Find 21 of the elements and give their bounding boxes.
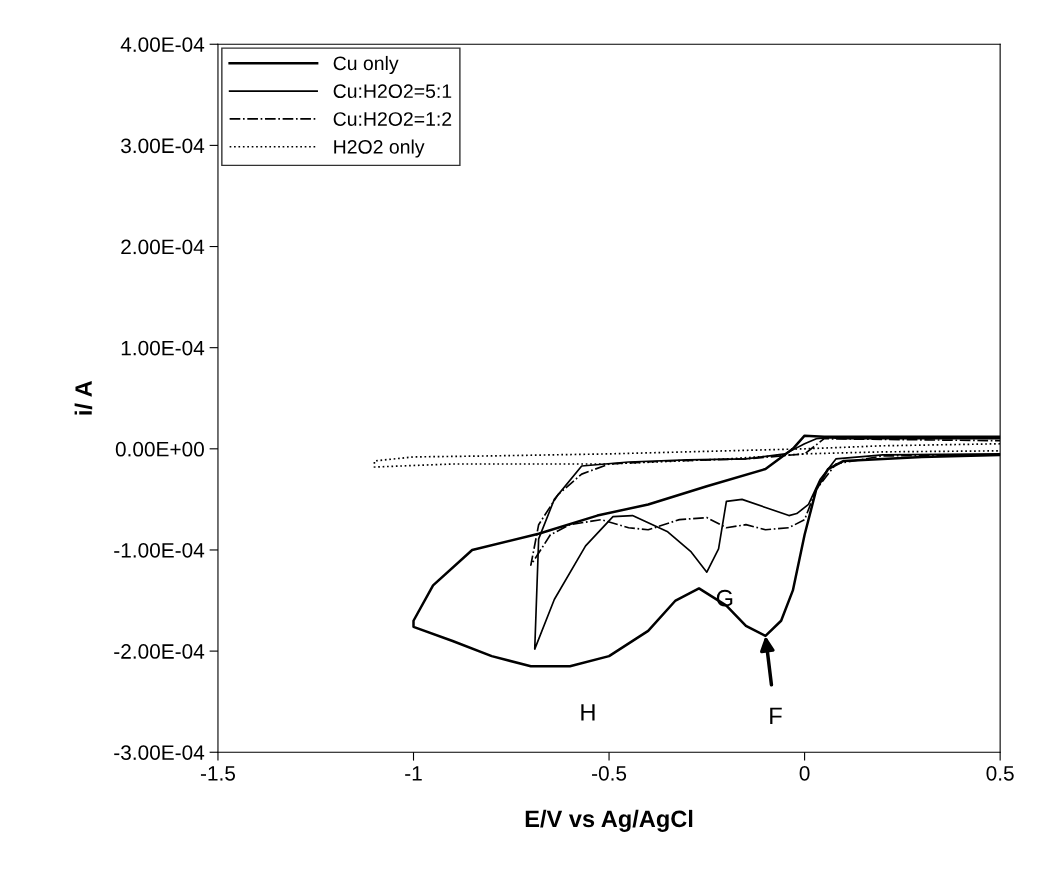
y-tick-label: -1.00E-04: [114, 542, 205, 558]
y-tick-label: 2.00E-04: [121, 239, 205, 255]
y-tick-label: -3.00E-04: [114, 745, 205, 760]
x-tick-label: -1.5: [200, 766, 236, 781]
legend-label: Cu:H2O2=1:2: [333, 112, 452, 126]
y-tick-label: 3.00E-04: [121, 138, 205, 154]
y-tick-label: 0.00E+00: [115, 441, 204, 457]
legend-label: H2O2 only: [334, 139, 425, 158]
annotation: F: [770, 707, 782, 725]
y-tick-label: -2.00E-04: [114, 644, 205, 659]
legend-label: Cu only: [333, 55, 399, 75]
x-tick-label: 0.5: [986, 765, 1014, 781]
x-tick-label: -1: [405, 766, 422, 781]
annotation: H: [581, 704, 595, 721]
legend-label: Cu:H2O2=5:1: [333, 84, 452, 99]
y-axis-title: i/ A: [74, 380, 93, 415]
x-axis-title: E/V vs Ag/AgCl: [525, 809, 693, 832]
x-tick-label: -0.5: [592, 765, 627, 781]
x-tick-label: 0: [799, 765, 810, 781]
y-tick-label: 1.00E-04: [121, 340, 205, 356]
y-tick-label: 4.00E-04: [120, 37, 205, 52]
